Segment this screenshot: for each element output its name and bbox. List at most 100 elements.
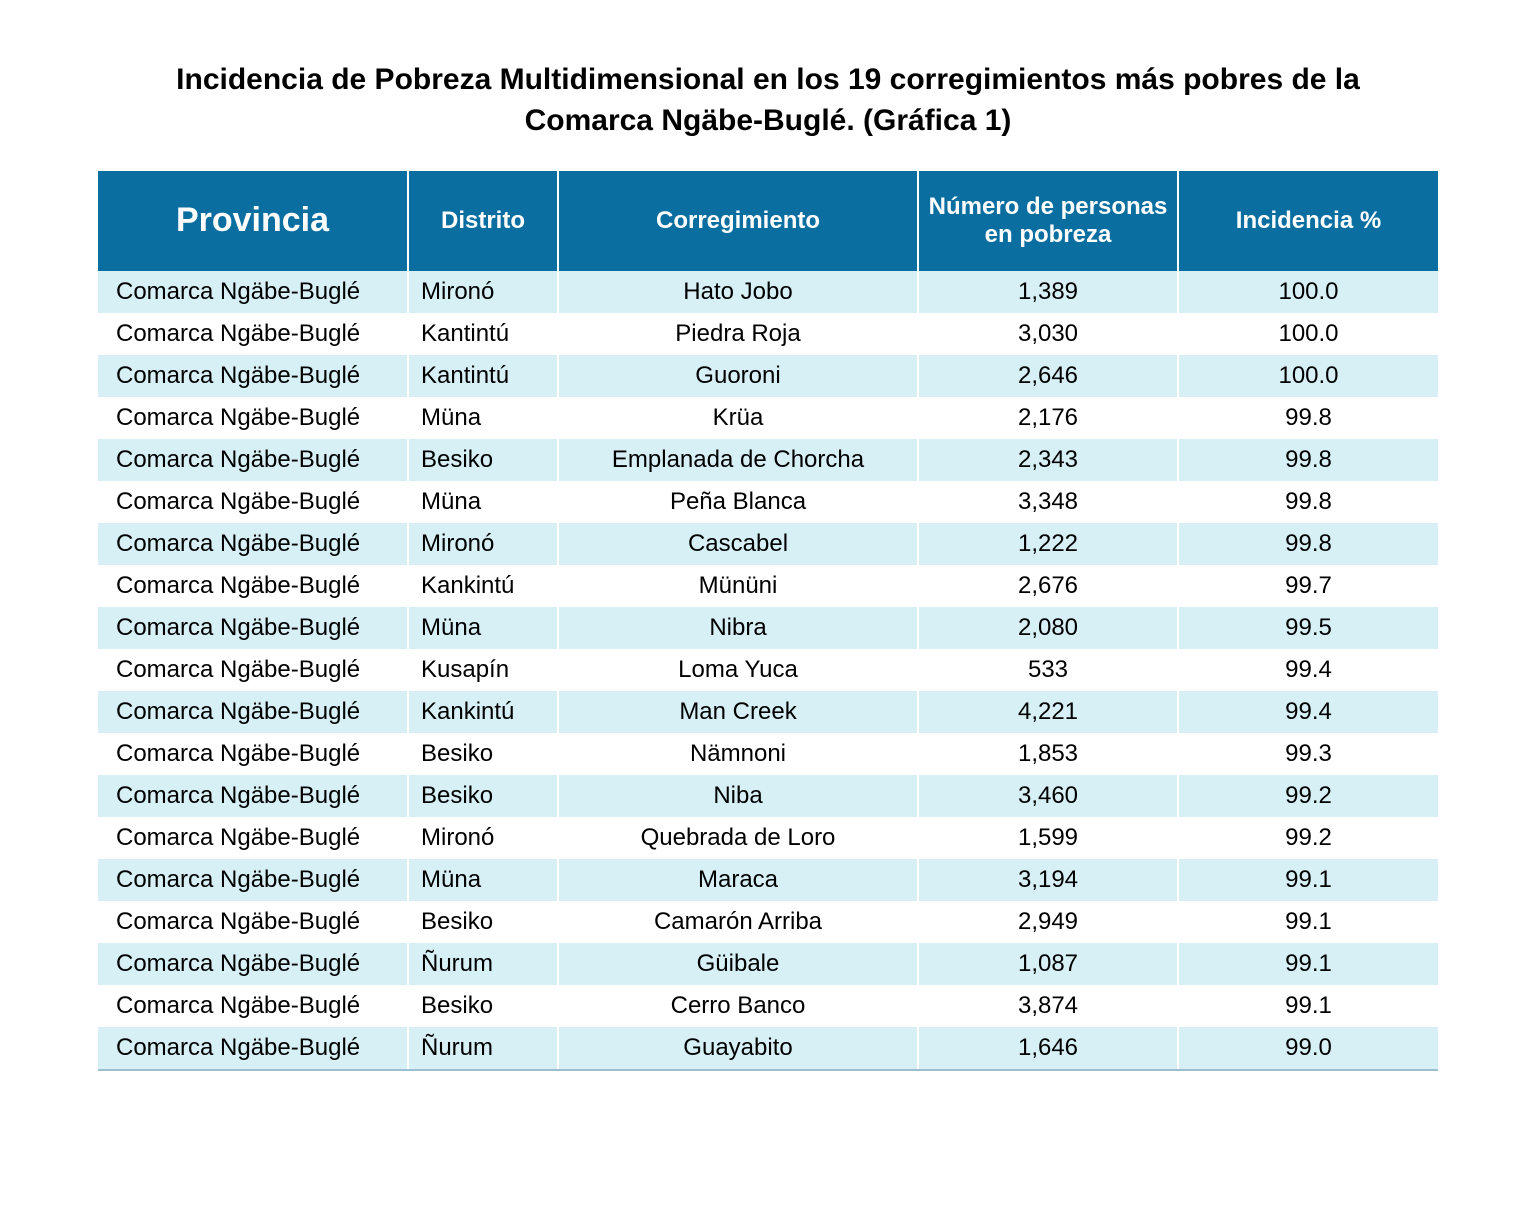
table-cell: Mününi [558, 565, 918, 607]
table-cell: Nämnoni [558, 733, 918, 775]
table-cell: Besiko [408, 901, 558, 943]
table-cell: Müna [408, 607, 558, 649]
table-cell: 99.2 [1178, 775, 1438, 817]
table-cell: 99.2 [1178, 817, 1438, 859]
column-header: Número de personas en pobreza [918, 171, 1178, 271]
table-cell: Comarca Ngäbe-Buglé [98, 691, 408, 733]
table-row: Comarca Ngäbe-BugléBesikoNämnoni1,85399.… [98, 733, 1438, 775]
table-cell: Mironó [408, 817, 558, 859]
table-cell: Comarca Ngäbe-Buglé [98, 1027, 408, 1070]
table-cell: Hato Jobo [558, 271, 918, 313]
column-header: Distrito [408, 171, 558, 271]
table-cell: Müna [408, 859, 558, 901]
table-cell: Kankintú [408, 691, 558, 733]
table-cell: Emplanada de Chorcha [558, 439, 918, 481]
table-cell: 99.8 [1178, 481, 1438, 523]
table-row: Comarca Ngäbe-BugléBesikoNiba3,46099.2 [98, 775, 1438, 817]
table-cell: 99.4 [1178, 649, 1438, 691]
table-cell: 99.1 [1178, 901, 1438, 943]
table-cell: Besiko [408, 733, 558, 775]
table-body: Comarca Ngäbe-BugléMironóHato Jobo1,3891… [98, 271, 1438, 1070]
table-cell: 99.1 [1178, 859, 1438, 901]
table-cell: Kusapín [408, 649, 558, 691]
table-row: Comarca Ngäbe-BugléMironóCascabel1,22299… [98, 523, 1438, 565]
table-cell: Peña Blanca [558, 481, 918, 523]
column-header: Corregimiento [558, 171, 918, 271]
table-cell: Comarca Ngäbe-Buglé [98, 565, 408, 607]
table-cell: Comarca Ngäbe-Buglé [98, 985, 408, 1027]
table-cell: 99.8 [1178, 439, 1438, 481]
table-cell: Comarca Ngäbe-Buglé [98, 481, 408, 523]
table-header-row: ProvinciaDistritoCorregimientoNúmero de … [98, 171, 1438, 271]
table-row: Comarca Ngäbe-BugléMünaNibra2,08099.5 [98, 607, 1438, 649]
table-cell: Mironó [408, 523, 558, 565]
table-cell: Guoroni [558, 355, 918, 397]
table-cell: 99.3 [1178, 733, 1438, 775]
table-row: Comarca Ngäbe-BugléBesikoEmplanada de Ch… [98, 439, 1438, 481]
table-cell: Comarca Ngäbe-Buglé [98, 859, 408, 901]
table-cell: Camarón Arriba [558, 901, 918, 943]
table-cell: 1,087 [918, 943, 1178, 985]
table-row: Comarca Ngäbe-BugléBesikoCamarón Arriba2… [98, 901, 1438, 943]
table-cell: 2,080 [918, 607, 1178, 649]
table-cell: 99.1 [1178, 943, 1438, 985]
table-cell: Quebrada de Loro [558, 817, 918, 859]
table-cell: Comarca Ngäbe-Buglé [98, 817, 408, 859]
table-cell: Müna [408, 397, 558, 439]
table-cell: Loma Yuca [558, 649, 918, 691]
poverty-table: ProvinciaDistritoCorregimientoNúmero de … [98, 171, 1438, 1071]
table-row: Comarca Ngäbe-BugléMünaKrüa2,17699.8 [98, 397, 1438, 439]
table-row: Comarca Ngäbe-BugléKankintúMününi2,67699… [98, 565, 1438, 607]
table-cell: Ñurum [408, 943, 558, 985]
table-cell: Comarca Ngäbe-Buglé [98, 943, 408, 985]
table-cell: 99.4 [1178, 691, 1438, 733]
table-cell: Kantintú [408, 313, 558, 355]
table-cell: 1,222 [918, 523, 1178, 565]
table-cell: Piedra Roja [558, 313, 918, 355]
table-cell: 533 [918, 649, 1178, 691]
table-cell: 4,221 [918, 691, 1178, 733]
table-cell: Man Creek [558, 691, 918, 733]
table-cell: Niba [558, 775, 918, 817]
table-cell: Comarca Ngäbe-Buglé [98, 355, 408, 397]
table-cell: 99.8 [1178, 397, 1438, 439]
table-cell: 1,389 [918, 271, 1178, 313]
table-cell: Comarca Ngäbe-Buglé [98, 397, 408, 439]
table-cell: Krüa [558, 397, 918, 439]
table-cell: Comarca Ngäbe-Buglé [98, 733, 408, 775]
table-cell: Cascabel [558, 523, 918, 565]
table-cell: Kantintú [408, 355, 558, 397]
table-cell: 99.0 [1178, 1027, 1438, 1070]
table-cell: Comarca Ngäbe-Buglé [98, 439, 408, 481]
table-cell: 99.7 [1178, 565, 1438, 607]
table-cell: Güibale [558, 943, 918, 985]
table-cell: 99.8 [1178, 523, 1438, 565]
table-row: Comarca Ngäbe-BugléBesikoCerro Banco3,87… [98, 985, 1438, 1027]
table-cell: Besiko [408, 439, 558, 481]
table-cell: 2,949 [918, 901, 1178, 943]
table-cell: 100.0 [1178, 355, 1438, 397]
table-row: Comarca Ngäbe-BugléKantintúPiedra Roja3,… [98, 313, 1438, 355]
table-cell: 1,853 [918, 733, 1178, 775]
table-cell: 3,874 [918, 985, 1178, 1027]
table-cell: Nibra [558, 607, 918, 649]
table-cell: 3,460 [918, 775, 1178, 817]
table-row: Comarca Ngäbe-BugléÑurumGuayabito1,64699… [98, 1027, 1438, 1070]
table-cell: Kankintú [408, 565, 558, 607]
table-cell: 1,599 [918, 817, 1178, 859]
table-cell: 1,646 [918, 1027, 1178, 1070]
table-cell: 2,176 [918, 397, 1178, 439]
table-row: Comarca Ngäbe-BugléMünaMaraca3,19499.1 [98, 859, 1438, 901]
table-cell: Comarca Ngäbe-Buglé [98, 775, 408, 817]
column-header: Provincia [98, 171, 408, 271]
table-cell: Comarca Ngäbe-Buglé [98, 313, 408, 355]
table-cell: 100.0 [1178, 271, 1438, 313]
table-row: Comarca Ngäbe-BugléMünaPeña Blanca3,3489… [98, 481, 1438, 523]
table-row: Comarca Ngäbe-BugléKankintúMan Creek4,22… [98, 691, 1438, 733]
table-cell: Cerro Banco [558, 985, 918, 1027]
table-row: Comarca Ngäbe-BugléMironóHato Jobo1,3891… [98, 271, 1438, 313]
table-row: Comarca Ngäbe-BugléKusapínLoma Yuca53399… [98, 649, 1438, 691]
table-cell: 3,194 [918, 859, 1178, 901]
table-row: Comarca Ngäbe-BugléÑurumGüibale1,08799.1 [98, 943, 1438, 985]
table-cell: Comarca Ngäbe-Buglé [98, 901, 408, 943]
